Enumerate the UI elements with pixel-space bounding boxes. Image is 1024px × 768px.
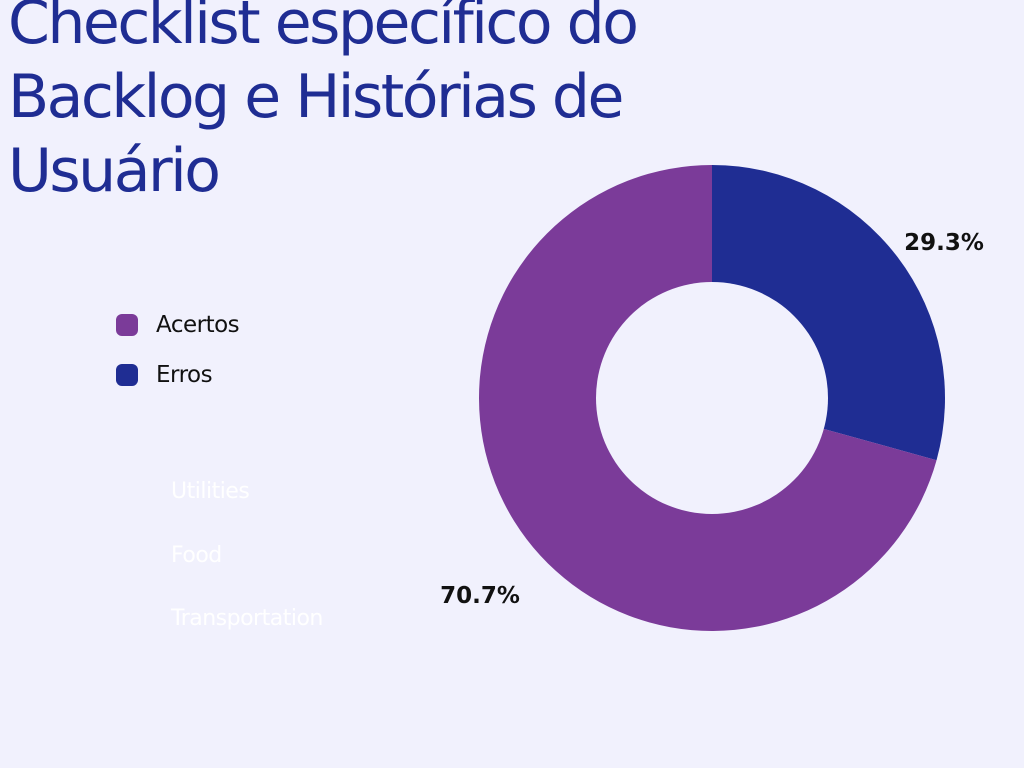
legend-item-acertos: Acertos <box>116 300 240 350</box>
legend-item-erros: Erros <box>116 350 239 400</box>
legend-label-erros: Erros <box>156 362 213 388</box>
legend-swatch-erros <box>116 364 138 386</box>
legend-swatch-acertos <box>116 314 138 336</box>
hidden-label-utilities: Utilities <box>171 479 250 504</box>
donut-hole <box>596 282 828 514</box>
legend: Acertos Erros <box>116 300 240 400</box>
legend-label-acertos: Acertos <box>156 312 240 338</box>
data-label-acertos: 70.7% <box>440 583 520 609</box>
data-label-erros: 29.3% <box>904 230 984 256</box>
hidden-label-transportation: Transportation <box>171 606 323 631</box>
chart-title: Checklist específico do Backlog e Histór… <box>8 0 639 206</box>
hidden-label-food: Food <box>171 543 222 568</box>
